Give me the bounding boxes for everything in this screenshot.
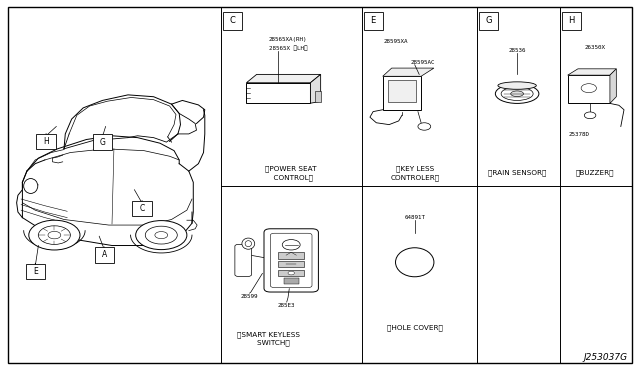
- Text: 28565X 〈LH〉: 28565X 〈LH〉: [269, 45, 307, 51]
- Polygon shape: [246, 74, 321, 83]
- Ellipse shape: [155, 231, 168, 239]
- Ellipse shape: [245, 241, 252, 247]
- Bar: [93, 134, 112, 150]
- Bar: [383, 76, 421, 110]
- Circle shape: [581, 84, 596, 93]
- Ellipse shape: [145, 226, 177, 244]
- Text: 26350X: 26350X: [585, 45, 605, 50]
- Text: J253037G: J253037G: [583, 353, 627, 362]
- Bar: [223, 12, 242, 30]
- Text: C: C: [229, 16, 236, 25]
- Text: H: H: [568, 16, 575, 25]
- Bar: [562, 12, 581, 30]
- Bar: [284, 278, 299, 284]
- Bar: [479, 12, 498, 30]
- Bar: [95, 247, 114, 263]
- Text: 〈HOLE COVER〉: 〈HOLE COVER〉: [387, 325, 443, 331]
- Ellipse shape: [396, 248, 434, 277]
- Polygon shape: [310, 74, 321, 103]
- Text: G: G: [485, 16, 492, 25]
- Text: 〈BUZZER〉: 〈BUZZER〉: [576, 170, 614, 176]
- Circle shape: [48, 231, 61, 239]
- Bar: [132, 201, 152, 216]
- Ellipse shape: [511, 91, 524, 97]
- Ellipse shape: [498, 82, 536, 89]
- Text: 〈POWER SEAT
  CONTROL〉: 〈POWER SEAT CONTROL〉: [266, 166, 317, 180]
- Text: 28595XA: 28595XA: [384, 39, 408, 44]
- Text: 〈RAIN SENSOR〉: 〈RAIN SENSOR〉: [488, 170, 547, 176]
- Ellipse shape: [24, 179, 38, 193]
- Bar: [246, 83, 310, 103]
- Circle shape: [584, 112, 596, 119]
- Text: 64891T: 64891T: [404, 215, 425, 220]
- Ellipse shape: [242, 238, 255, 249]
- Text: 28599: 28599: [241, 294, 259, 299]
- Ellipse shape: [136, 221, 187, 250]
- Circle shape: [288, 271, 294, 275]
- Bar: [26, 264, 45, 279]
- Bar: [388, 80, 416, 102]
- FancyBboxPatch shape: [270, 233, 312, 288]
- Polygon shape: [610, 69, 616, 103]
- Text: 25378D: 25378D: [569, 132, 589, 137]
- Text: 28565XA(RH): 28565XA(RH): [269, 37, 307, 42]
- Polygon shape: [383, 68, 434, 76]
- Bar: [568, 75, 610, 103]
- Bar: [315, 91, 321, 102]
- Text: H: H: [44, 137, 49, 146]
- Bar: [278, 261, 304, 267]
- FancyBboxPatch shape: [264, 229, 319, 292]
- Circle shape: [418, 123, 431, 130]
- Text: A: A: [102, 250, 107, 259]
- Text: 28595AC: 28595AC: [411, 60, 435, 65]
- Text: 285E3: 285E3: [278, 303, 296, 308]
- Ellipse shape: [501, 87, 533, 100]
- Bar: [278, 270, 304, 276]
- Text: 〈KEY LESS
CONTROLER〉: 〈KEY LESS CONTROLER〉: [390, 166, 439, 180]
- Ellipse shape: [495, 84, 539, 103]
- Circle shape: [38, 226, 70, 244]
- Text: C: C: [140, 204, 145, 213]
- Text: E: E: [371, 16, 376, 25]
- Bar: [278, 252, 304, 259]
- Circle shape: [29, 220, 80, 250]
- Text: E: E: [33, 267, 38, 276]
- Text: 〈SMART KEYLESS
    SWITCH〉: 〈SMART KEYLESS SWITCH〉: [237, 331, 300, 346]
- Text: 28536: 28536: [508, 48, 526, 53]
- Bar: [36, 134, 56, 149]
- Circle shape: [282, 240, 300, 250]
- FancyBboxPatch shape: [235, 244, 252, 276]
- Text: G: G: [99, 138, 106, 147]
- Bar: [364, 12, 383, 30]
- Polygon shape: [568, 69, 616, 75]
